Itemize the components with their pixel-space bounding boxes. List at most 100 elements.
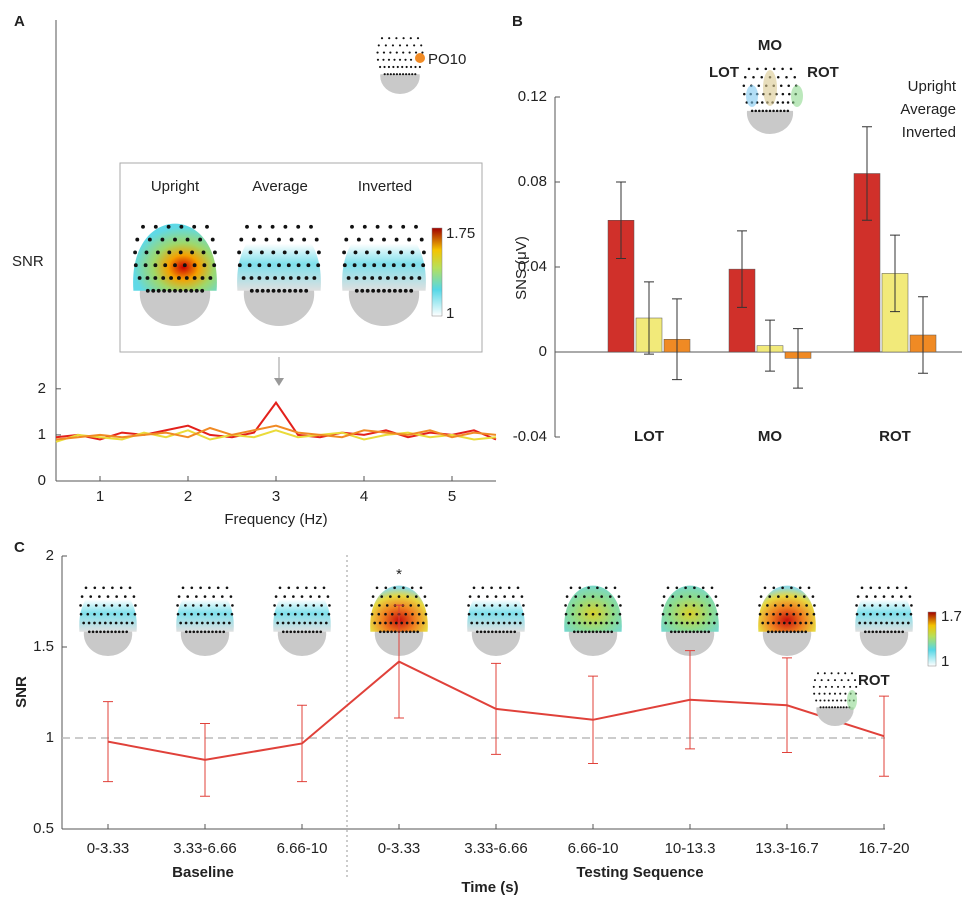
electrode: [761, 101, 764, 104]
electrode: [315, 238, 319, 242]
inset-condition-label: Average: [252, 178, 308, 195]
electrode: [855, 686, 857, 688]
electrode: [572, 604, 575, 607]
electrode: [503, 622, 506, 625]
electrode: [85, 586, 88, 589]
electrode: [115, 595, 118, 598]
electrode: [487, 622, 490, 625]
electrode: [836, 699, 838, 701]
electrode: [145, 250, 149, 254]
electrode: [792, 613, 795, 616]
electrode: [772, 586, 775, 589]
electrode: [107, 630, 110, 633]
electrode: [409, 52, 411, 54]
electrode: [743, 93, 746, 96]
electrode: [677, 630, 680, 633]
electrode: [231, 613, 234, 616]
electrode: [868, 630, 871, 633]
electrode: [93, 622, 96, 625]
electrode: [491, 604, 494, 607]
electrode: [376, 52, 378, 54]
electrode: [395, 622, 398, 625]
electrode: [201, 622, 204, 625]
electrode: [185, 630, 188, 633]
electrode: [515, 613, 518, 616]
electrode: [379, 66, 381, 68]
electrode: [384, 73, 386, 75]
electrode: [377, 59, 379, 61]
electrode: [386, 604, 389, 607]
electrode: [193, 276, 197, 280]
electrode: [761, 622, 764, 625]
electrode: [392, 44, 394, 46]
electrode: [183, 613, 186, 616]
electrode: [519, 622, 522, 625]
electrode: [156, 250, 160, 254]
electrode: [713, 622, 716, 625]
electrode: [380, 595, 383, 598]
electrode: [843, 706, 845, 708]
electrode: [388, 66, 390, 68]
electrode: [854, 679, 856, 681]
electrode: [583, 595, 586, 598]
electrode: [607, 630, 610, 633]
electrode: [415, 52, 417, 54]
electrode: [824, 693, 826, 695]
x-tick-label: 3: [272, 488, 280, 505]
electrode: [273, 604, 276, 607]
electrode: [382, 289, 386, 293]
head: [376, 36, 423, 94]
electrode: [765, 68, 768, 71]
electrode: [404, 613, 407, 616]
electrode: [314, 613, 317, 616]
electrode: [840, 699, 842, 701]
x-tick-label: MO: [758, 428, 782, 445]
electrode: [135, 238, 139, 242]
electrode: [814, 679, 816, 681]
electrode: [217, 622, 220, 625]
electrode: [481, 586, 484, 589]
electrode: [573, 622, 576, 625]
electrode: [790, 586, 793, 589]
electrode: [616, 622, 619, 625]
electrode: [126, 622, 129, 625]
electrode: [366, 289, 370, 293]
electrode: [312, 604, 315, 607]
electrode: [902, 604, 905, 607]
electrode: [611, 622, 614, 625]
electrode: [510, 630, 513, 633]
electrode: [242, 276, 246, 280]
scalp: [273, 586, 331, 632]
electrode: [198, 238, 202, 242]
electrode: [797, 604, 800, 607]
electrode: [782, 101, 785, 104]
electrode: [111, 604, 114, 607]
electrode: [777, 76, 780, 79]
electrode: [272, 289, 276, 293]
electrode: [767, 622, 770, 625]
electrode: [670, 630, 673, 633]
electrode: [619, 604, 622, 607]
electrode: [831, 672, 833, 674]
electrode: [420, 44, 422, 46]
x-axis-label: Time (s): [461, 879, 518, 896]
electrode: [289, 604, 292, 607]
region-highlight: [847, 690, 857, 710]
electrode: [118, 630, 121, 633]
electrode: [200, 630, 203, 633]
electrode: [250, 289, 254, 293]
electrode: [414, 66, 416, 68]
legend-entry: Upright: [908, 78, 957, 95]
electrode: [799, 613, 802, 616]
electrode: [700, 604, 703, 607]
electrode: [328, 604, 331, 607]
electrode: [92, 630, 95, 633]
y-axis-label: SNR: [12, 253, 44, 270]
electrode: [283, 289, 287, 293]
electrode: [414, 225, 418, 229]
electrode: [702, 586, 705, 589]
electrode: [299, 289, 303, 293]
electrode: [764, 586, 767, 589]
electrode: [661, 604, 664, 607]
x-tick-label: 6.66-10: [568, 840, 619, 857]
